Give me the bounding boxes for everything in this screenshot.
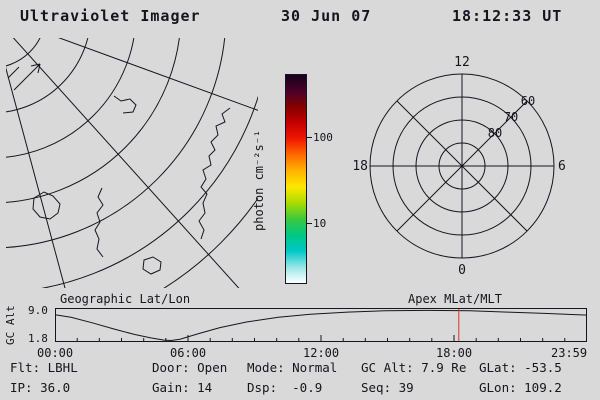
hour-ticks xyxy=(76,335,566,341)
polar-caption: Apex MLat/MLT xyxy=(408,292,502,306)
status-gain: Gain: 14 xyxy=(152,380,213,395)
polar-grid xyxy=(369,73,555,259)
map-caption: Geographic Lat/Lon xyxy=(60,292,191,306)
status-glon: GLon: 109.2 xyxy=(479,380,562,395)
latlon-grid xyxy=(6,38,258,288)
xtick-0000: 00:00 xyxy=(37,346,74,360)
polar-plot: 12 18 6 0 80 70 60 xyxy=(352,55,566,278)
orbit-frame xyxy=(55,308,587,342)
mlat-label-60: 60 xyxy=(521,94,535,108)
geographic-map xyxy=(6,38,258,288)
status-mode: Mode: Normal xyxy=(247,360,338,375)
status-glat: GLat: -53.5 xyxy=(479,360,562,375)
orbit-ylabel: GC Alt xyxy=(4,305,17,345)
status-flt: Flt: LBHL xyxy=(10,360,78,375)
status-door: Door: Open xyxy=(152,360,228,375)
orbit-ytick-bottom: 1.8 xyxy=(28,332,48,345)
app-title: Ultraviolet Imager xyxy=(20,7,201,25)
mlt-label-18: 18 xyxy=(352,159,368,174)
xtick-2359: 23:59 xyxy=(551,346,588,360)
orbit-curve xyxy=(55,309,587,342)
colorbar-gradient xyxy=(285,74,307,284)
mlt-label-0: 0 xyxy=(458,263,466,278)
status-ip: IP: 36.0 xyxy=(10,380,71,395)
colorbar-tick-bottom-label: 10 xyxy=(313,217,327,230)
colorbar-label: photon cm⁻²s⁻¹ xyxy=(252,129,266,231)
colorbar-tick-bottom xyxy=(307,223,312,224)
coastlines xyxy=(32,95,231,275)
date-label: 30 Jun 07 xyxy=(281,7,372,25)
status-seq: Seq: 39 xyxy=(361,380,414,395)
mlt-label-6: 6 xyxy=(558,159,566,174)
colorbar-tick-top xyxy=(307,137,312,138)
orbit-strip-chart xyxy=(55,308,587,342)
orbit-ytick-top: 9.0 xyxy=(28,304,48,317)
colorbar-tick-top-label: 100 xyxy=(313,131,333,144)
mlat-label-70: 70 xyxy=(504,110,518,124)
status-gcalt: GC Alt: 7.9 Re xyxy=(361,360,467,375)
mlt-label-12: 12 xyxy=(454,55,470,70)
status-dsp: Dsp: -0.9 xyxy=(247,380,323,395)
time-label: 18:12:33 UT xyxy=(452,7,563,25)
mlat-label-80: 80 xyxy=(488,126,502,140)
xtick-1800: 18:00 xyxy=(436,346,473,360)
sun-direction-arrow xyxy=(7,63,41,91)
xtick-0600: 06:00 xyxy=(170,346,207,360)
xtick-1200: 12:00 xyxy=(303,346,340,360)
